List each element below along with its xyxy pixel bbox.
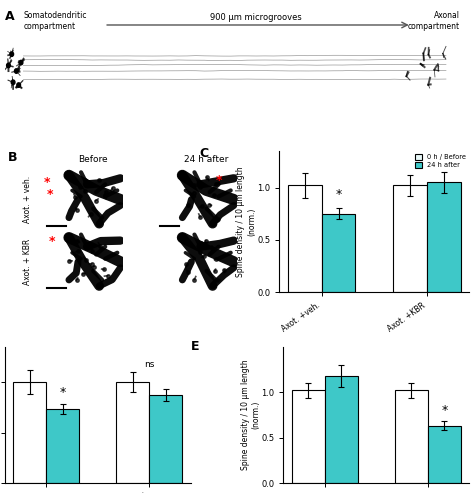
Text: Axot. + KBR: Axot. + KBR [23,239,32,285]
Text: C: C [200,147,209,160]
Bar [427,182,461,292]
Bar [428,426,461,483]
Text: Before: Before [78,155,108,164]
Text: E: E [191,340,199,353]
Bar [393,185,427,292]
Circle shape [17,83,20,87]
Bar [322,213,356,292]
Text: *: * [441,404,447,417]
Text: Somatodendritic
compartment: Somatodendritic compartment [23,11,87,31]
Bar [292,390,325,483]
Y-axis label: Spine density / 10 μm length
(norm.): Spine density / 10 μm length (norm.) [240,359,260,470]
Text: *: * [60,386,66,399]
Bar [325,376,358,483]
Text: *: * [336,188,342,201]
Circle shape [11,80,15,84]
Text: Axot. + veh.: Axot. + veh. [23,176,32,223]
Text: *: * [47,188,54,201]
Bar [46,409,79,483]
Text: Axonal
compartment: Axonal compartment [408,11,460,31]
Text: *: * [49,235,55,248]
Bar [149,395,182,483]
Text: A: A [5,10,14,23]
Bar [116,382,149,483]
Bar [13,382,46,483]
Text: *: * [215,175,222,187]
Circle shape [7,63,10,68]
Text: 24 h after: 24 h after [184,155,229,164]
Circle shape [19,60,23,65]
Legend: 0 h / Before, 24 h after: 0 h / Before, 24 h after [415,154,466,169]
Circle shape [10,52,14,56]
Text: ns: ns [144,360,155,369]
Circle shape [15,69,18,73]
Text: 900 µm microgrooves: 900 µm microgrooves [210,13,301,22]
Bar [288,185,322,292]
Bar [395,390,428,483]
Text: *: * [44,176,50,189]
Y-axis label: Spine density / 10 μm length
(norm.): Spine density / 10 μm length (norm.) [237,166,256,277]
Text: B: B [8,151,17,164]
